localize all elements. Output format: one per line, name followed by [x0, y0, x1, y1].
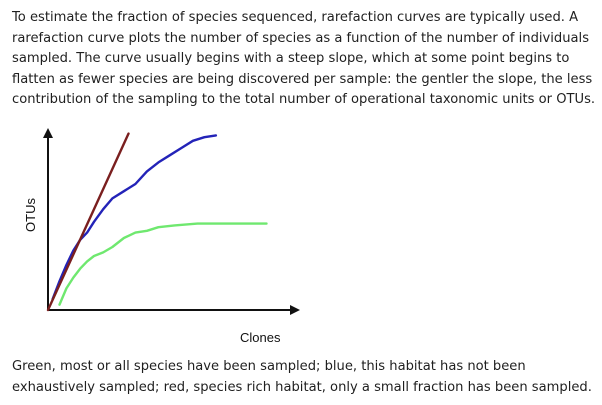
y-axis-label: OTUs: [23, 198, 38, 232]
x-axis-arrow: [290, 305, 300, 315]
intro-paragraph: To estimate the fraction of species sequ…: [12, 10, 596, 108]
series-line-blue: [51, 134, 218, 301]
y-axis-arrow: [43, 128, 53, 138]
figure-caption: Green, most or all species have been sam…: [12, 359, 592, 395]
plot-area: [43, 128, 300, 315]
series-line-red: [46, 132, 130, 312]
x-axis-label: Clones: [240, 330, 281, 345]
series-line-green: [58, 222, 268, 306]
